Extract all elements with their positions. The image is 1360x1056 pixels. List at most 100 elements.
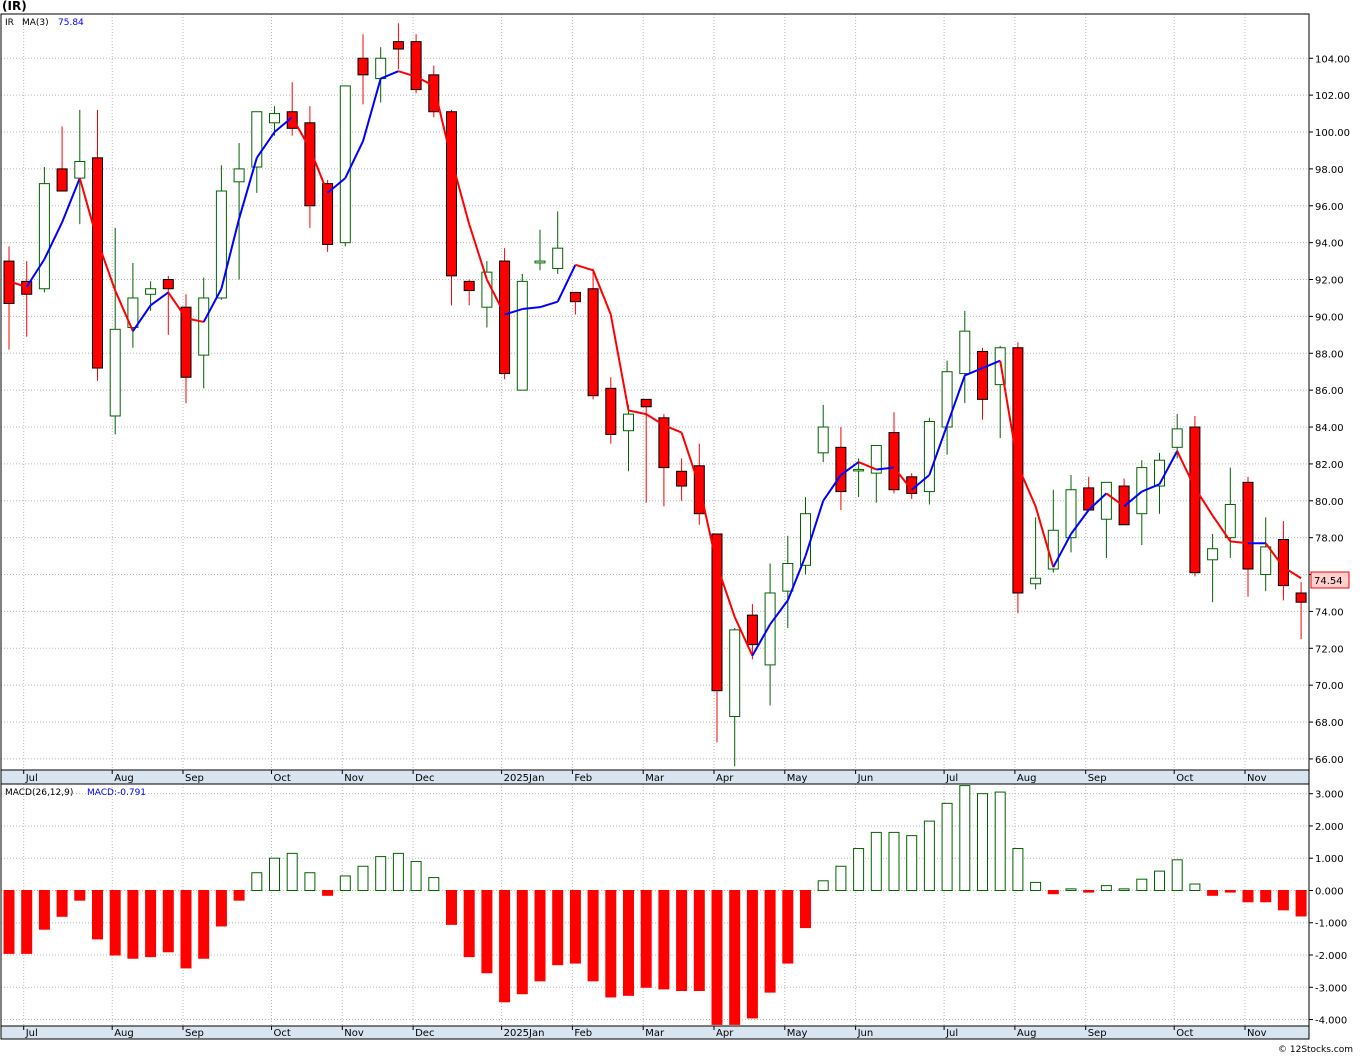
macd-bar-negative: [746, 889, 758, 1019]
candle: [658, 414, 670, 507]
candle: [1100, 481, 1112, 558]
ma3-segment: [380, 70, 399, 80]
ma3-segment: [946, 375, 966, 426]
macd-bar-positive: [269, 857, 280, 891]
macd-bar-negative: [322, 889, 334, 896]
candle: [1260, 517, 1272, 592]
candle-body-up: [1260, 546, 1272, 576]
macd-bar-negative: [534, 889, 546, 982]
month-label: Mar: [645, 773, 665, 784]
macd-bar-negative: [552, 889, 564, 966]
macd-bar-positive: [410, 860, 422, 891]
price-axis-ticks: 104.00 102.00 100.00 98.00 96.00 94.00 92.00 90…: [1309, 54, 1350, 766]
candle: [38, 167, 50, 293]
month-label: Apr: [716, 773, 734, 784]
month-label: 2025Jan: [504, 1028, 545, 1039]
ma3-segment: [716, 565, 736, 618]
macd-bar-negative: [145, 889, 157, 958]
candle: [215, 165, 227, 300]
macd-bar-positive: [1012, 848, 1024, 891]
candle: [552, 211, 564, 274]
candle: [782, 535, 794, 629]
candle-body-up: [729, 629, 741, 718]
candle-body-up: [127, 297, 139, 328]
macd-bar-negative: [1242, 889, 1254, 903]
legend-ma-value: 75.84: [58, 18, 84, 28]
candle-body-down: [888, 432, 900, 491]
ma3-segment: [1052, 533, 1072, 568]
candle-body-up: [1047, 529, 1059, 570]
candle-body-up: [1171, 428, 1183, 448]
candle-body-down: [1242, 481, 1254, 570]
candle-body-up: [375, 57, 387, 80]
ma3-segment: [486, 279, 506, 316]
ma3-segment: [415, 75, 435, 87]
macd-bar-positive: [835, 865, 847, 891]
candle-body-up: [764, 592, 776, 666]
macd-bar-negative: [38, 889, 50, 930]
candle: [676, 458, 688, 501]
price-tick-label: 102.00: [1315, 91, 1350, 102]
candle-body-up: [1065, 489, 1077, 539]
candle-body-down: [658, 417, 670, 469]
candle: [1277, 521, 1289, 601]
macd-bar-positive: [941, 802, 953, 891]
ma3-segment: [663, 424, 682, 434]
ma3-segment: [398, 70, 417, 78]
price-tick-label: 90.00: [1315, 312, 1344, 323]
candle-body-up: [74, 161, 86, 179]
macd-bar-negative: [499, 889, 511, 1003]
macd-bar-negative: [711, 889, 723, 1025]
price-tick-label: 78.00: [1315, 534, 1344, 545]
month-label: 2025Jan: [504, 773, 545, 784]
candle-body-up: [853, 468, 865, 472]
candle: [1118, 478, 1130, 526]
ma3-segment: [114, 290, 134, 332]
macd-bar-positive: [817, 880, 829, 891]
month-label: Jun: [857, 1028, 874, 1039]
candle: [729, 628, 741, 767]
ma3-segment: [344, 140, 364, 179]
ma3-segment: [132, 304, 152, 332]
ma3-segment: [308, 148, 329, 194]
ma3-segment: [504, 308, 523, 316]
candle-body-down: [322, 183, 334, 245]
candle: [463, 279, 475, 306]
ma3-segment: [1211, 514, 1232, 542]
month-label: Dec: [415, 773, 434, 784]
ma3-segment: [1016, 465, 1037, 507]
candle-body-down: [835, 446, 847, 493]
price-tick-label: 70.00: [1315, 681, 1344, 692]
candle: [835, 427, 847, 511]
macd-legend-value: MACD:-0.791: [87, 788, 146, 798]
candle: [1189, 415, 1201, 577]
ma3-segment: [556, 264, 577, 303]
candle-body-down: [21, 280, 33, 295]
ma3-segment: [911, 474, 931, 491]
ma3-segment: [432, 85, 453, 160]
candle: [1065, 474, 1077, 553]
ma3-segment: [220, 218, 241, 289]
price-tick-label: 86.00: [1315, 386, 1344, 397]
candle: [534, 229, 546, 271]
candle-body-up: [941, 371, 953, 428]
macd-bar-negative: [782, 889, 794, 964]
month-label: Sep: [185, 1028, 204, 1039]
ma3-segment: [96, 240, 117, 291]
candle: [127, 262, 139, 348]
macd-bar-negative: [180, 889, 192, 969]
candle: [251, 111, 263, 193]
candle-body-up: [1100, 481, 1112, 520]
candle: [853, 458, 865, 498]
macd-bar-negative: [215, 889, 227, 927]
ma3-segment: [539, 300, 558, 309]
ma3-segment: [1105, 492, 1125, 508]
macd-bar-negative: [1277, 889, 1289, 911]
ma3-segment: [255, 131, 276, 159]
ma3-segment: [876, 466, 895, 471]
ma3-segment: [733, 616, 754, 657]
candle: [959, 310, 971, 404]
candle-body-down: [410, 41, 422, 91]
macd-month-axis-band: [0, 1025, 1310, 1040]
candle-body-down: [746, 614, 758, 646]
